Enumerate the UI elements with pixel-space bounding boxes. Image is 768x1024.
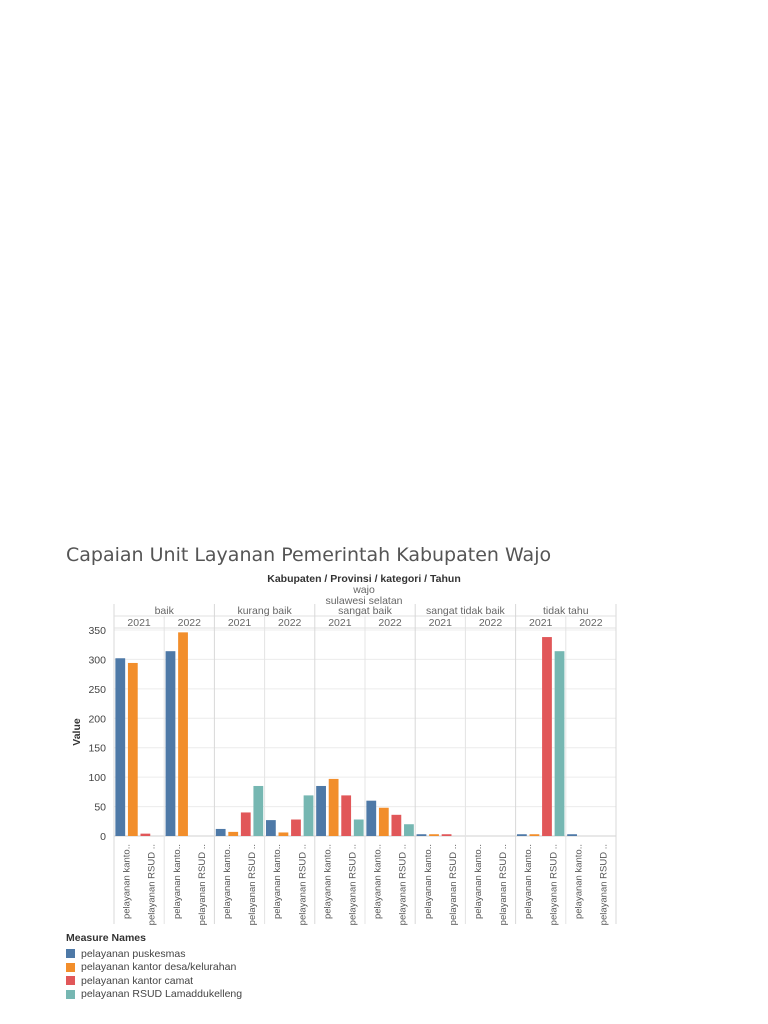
bar-pelayanan-puskesmas [165, 651, 176, 836]
x-tick-label: pelayanan kanto.. [172, 844, 183, 919]
x-tick-label: pelayanan kanto.. [272, 844, 283, 919]
bar-pelayanan-rsud-lamaddukelleng [404, 824, 414, 836]
y-tick-label-350: 350 [88, 625, 106, 637]
bar-pelayanan-kantor-desa-kelurahan [429, 834, 439, 836]
year-label: 2021 [529, 617, 553, 629]
y-tick-label-250: 250 [88, 684, 106, 696]
legend-title: Measure Names [66, 932, 146, 944]
bar-pelayanan-kantor-desa-kelurahan [178, 632, 188, 836]
x-tick-label: pelayanan kanto.. [473, 844, 484, 919]
year-label: 2021 [127, 617, 151, 629]
category-label: sangat baik [338, 605, 392, 617]
x-tick-label: pelayanan RSUD .. [147, 844, 158, 925]
bar-pelayanan-kantor-camat [240, 812, 251, 836]
bar-pelayanan-kantor-desa-kelurahan [378, 807, 389, 836]
bar-pelayanan-puskesmas [366, 800, 377, 836]
year-label: 2022 [479, 617, 503, 629]
category-label: kurang baik [237, 605, 292, 617]
category-label: tidak tahu [543, 605, 589, 617]
legend-label: pelayanan RSUD Lamaddukelleng [81, 988, 243, 1001]
x-tick-label: pelayanan kanto.. [523, 844, 534, 919]
bar-pelayanan-kantor-desa-kelurahan [278, 832, 289, 836]
year-label: 2021 [429, 617, 453, 629]
x-tick-label: pelayanan kanto.. [423, 844, 434, 919]
year-label: 2022 [378, 617, 402, 629]
bar-pelayanan-rsud-lamaddukelleng [253, 785, 264, 836]
bar-pelayanan-rsud-lamaddukelleng [353, 819, 364, 836]
chart-title: Capaian Unit Layanan Pemerintah Kabupate… [66, 544, 552, 566]
legend-item: pelayanan RSUD Lamaddukelleng [66, 988, 242, 1002]
year-label: 2022 [278, 617, 302, 629]
legend-swatch [66, 949, 75, 959]
bar-pelayanan-kantor-desa-kelurahan [328, 778, 339, 836]
y-tick-label-50: 50 [94, 802, 106, 814]
x-tick-label: pelayanan RSUD .. [398, 844, 409, 925]
legend-swatch [66, 976, 75, 986]
header-fields: Kabupaten / Provinsi / kategori / Tahun [267, 573, 461, 585]
bar-pelayanan-puskesmas [416, 834, 427, 836]
x-tick-label: pelayanan kanto.. [122, 844, 133, 919]
x-tick-label: pelayanan RSUD .. [297, 844, 308, 925]
x-tick-label: pelayanan kanto.. [373, 844, 384, 919]
bar-pelayanan-puskesmas [215, 828, 226, 836]
legend: Measure Names pelayanan puskesmas pelayan… [66, 932, 242, 1001]
bar-pelayanan-kantor-desa-kelurahan [529, 834, 540, 836]
bar-pelayanan-kantor-desa-kelurahan [228, 831, 239, 836]
y-tick-label-0: 0 [100, 831, 106, 843]
bar-pelayanan-kantor-camat [542, 637, 552, 836]
y-tick-label-150: 150 [88, 743, 106, 755]
legend-swatch [66, 962, 75, 972]
x-tick-label: pelayanan RSUD .. [498, 844, 509, 925]
bar-pelayanan-kantor-camat [341, 795, 352, 836]
year-label: 2021 [228, 617, 252, 629]
category-label: sangat tidak baik [426, 605, 506, 617]
category-label: baik [155, 605, 175, 617]
y-tick-label-100: 100 [88, 772, 106, 784]
y-axis-label: Value [71, 718, 83, 746]
bar-pelayanan-puskesmas [265, 820, 276, 836]
bar-pelayanan-puskesmas [516, 834, 527, 836]
x-tick-label: pelayanan kanto.. [322, 844, 333, 919]
x-tick-label: pelayanan RSUD .. [598, 844, 609, 925]
legend-item: pelayanan puskesmas [66, 947, 242, 961]
header-provinsi: sulawesi selatan [325, 595, 402, 607]
bar-pelayanan-kantor-camat [291, 819, 301, 836]
legend-item: pelayanan kantor camat [66, 974, 242, 988]
year-label: 2022 [178, 617, 202, 629]
y-tick-label-200: 200 [88, 713, 106, 725]
x-tick-label: pelayanan RSUD .. [548, 844, 559, 925]
legend-swatch [66, 989, 75, 999]
header-kabupaten: wajo [352, 584, 375, 596]
y-ticks: 0 50 100 150 200 250 300 350 [88, 625, 106, 843]
x-tick-label: pelayanan RSUD .. [347, 844, 358, 925]
x-tick-label: pelayanan kanto.. [222, 844, 233, 919]
y-tick-label-300: 300 [88, 654, 106, 666]
legend-label: pelayanan puskesmas [81, 947, 186, 960]
bar-pelayanan-rsud-lamaddukelleng [303, 795, 314, 836]
year-label: 2022 [579, 617, 603, 629]
legend-label: pelayanan kantor camat [81, 974, 194, 987]
grid-lines [113, 604, 617, 924]
x-tick-label: pelayanan RSUD .. [448, 844, 459, 925]
x-tick-label: pelayanan kanto.. [573, 844, 584, 919]
bar-pelayanan-puskesmas [567, 834, 577, 836]
bar-pelayanan-kantor-camat [140, 833, 151, 836]
bar-pelayanan-rsud-lamaddukelleng [554, 651, 565, 836]
bar-pelayanan-kantor-camat [391, 814, 402, 836]
legend-label: pelayanan kantor desa/kelurahan [81, 961, 237, 974]
x-tick-label: pelayanan RSUD .. [247, 844, 258, 925]
bar-pelayanan-puskesmas [115, 658, 126, 836]
bar-pelayanan-puskesmas [316, 785, 326, 836]
bars [115, 632, 577, 836]
legend-item: pelayanan kantor desa/kelurahan [66, 961, 242, 975]
x-tick-labels: pelayanan kanto.. pelayanan RSUD .. pelaya… [122, 844, 610, 925]
year-label: 2021 [328, 617, 352, 629]
bar-pelayanan-kantor-desa-kelurahan [127, 662, 138, 836]
x-tick-label: pelayanan RSUD .. [197, 844, 208, 925]
bar-pelayanan-kantor-camat [441, 834, 452, 836]
